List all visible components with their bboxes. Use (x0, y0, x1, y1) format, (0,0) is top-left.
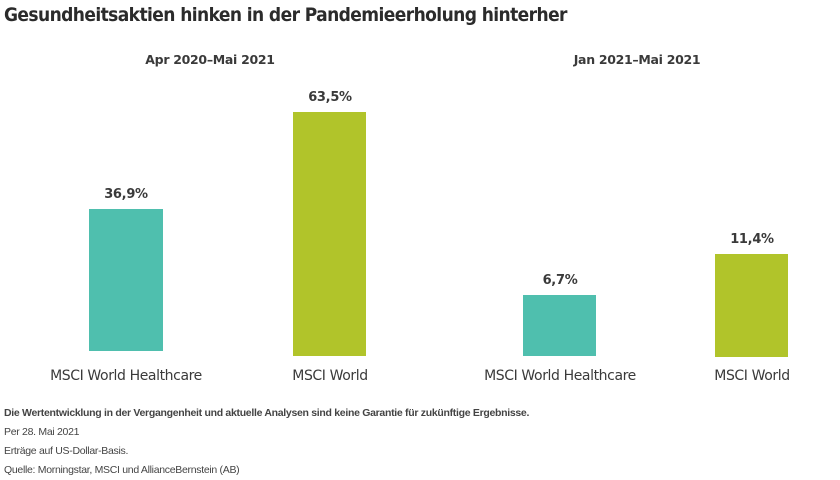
group-title-2: Jan 2021–Mai 2021 (573, 52, 701, 67)
group-title-1: Apr 2020–Mai 2021 (145, 52, 275, 67)
bar-value-label: 36,9% (104, 187, 148, 202)
bar-value-label: 11,4% (730, 232, 774, 247)
source-note: Quelle: Morningstar, MSCI und AllianceBe… (4, 464, 240, 476)
bar-world-2021 (715, 254, 788, 357)
chart-title: Gesundheitsaktien hinken in der Pandemie… (4, 4, 568, 26)
currency-note: Erträge auf US-Dollar-Basis. (4, 445, 129, 457)
category-label: MSCI World Healthcare (484, 368, 636, 384)
category-label: MSCI World (292, 368, 368, 384)
bar-value-label: 6,7% (542, 273, 578, 288)
disclaimer: Die Wertentwicklung in der Vergangenheit… (4, 407, 530, 419)
footnotes: Die Wertentwicklung in der Vergangenheit… (4, 404, 529, 480)
bar-healthcare-2021 (523, 295, 596, 356)
bar-world-2020 (293, 112, 366, 356)
category-label: MSCI World (714, 368, 790, 384)
bar-value-label: 63,5% (308, 90, 352, 105)
category-label: MSCI World Healthcare (50, 368, 202, 384)
bar-healthcare-2020 (89, 209, 163, 351)
date-note: Per 28. Mai 2021 (4, 426, 80, 438)
